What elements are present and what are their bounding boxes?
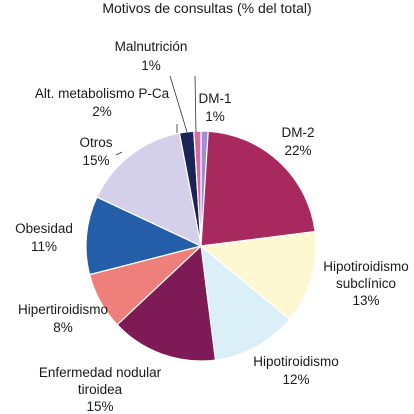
leader-line-malnutricion (169, 75, 188, 133)
label-hipotiroidismo-subclinico: Hipotiroidismo subclínico 13% (323, 259, 409, 308)
slice-label: Malnutrición (115, 39, 188, 54)
pie-slices (85, 130, 317, 362)
slice-label: DM-2 (282, 125, 315, 140)
label-dm2: DM-2 22% (282, 125, 315, 158)
slice-value: 15% (82, 153, 109, 168)
slice-label: Obesidad (15, 221, 73, 236)
pie-slice-enfermedad-nodular-tiroidea (116, 244, 217, 362)
leader-line-malnutricion-vert (194, 75, 197, 133)
pie-slice-dm-2 (200, 130, 316, 247)
pie-slice-hipotiroidismo (200, 244, 291, 361)
label-dm1: DM-1 1% (199, 91, 232, 124)
slice-value: 13% (352, 293, 379, 308)
slice-value: 22% (284, 143, 311, 158)
slice-label: Hipertiroidismo (18, 302, 108, 317)
slice-label: Hipotiroidismo (323, 259, 409, 274)
pie-slice-hipotiroidismo-subcl-nico (199, 230, 317, 321)
slice-value: 1% (205, 109, 225, 124)
slice-label: Enfermedad nodular (39, 365, 162, 380)
pie-slice-malnutrici-n (193, 130, 202, 247)
label-hipertiroidismo: Hipertiroidismo 8% (18, 302, 108, 335)
slice-label: tiroidea (78, 382, 123, 397)
slice-label: subclínico (336, 276, 396, 291)
slice-label: DM-1 (199, 91, 232, 106)
leader-lines (115, 75, 197, 156)
slice-value: 8% (53, 320, 73, 335)
chart-title: Motivos de consultas (% del total) (102, 0, 311, 16)
slice-label: Otros (79, 135, 112, 150)
pie-slice-obesidad (85, 196, 203, 276)
slice-value: 1% (141, 58, 161, 73)
label-enfermedad-nodular: Enfermedad nodular tiroidea 15% (39, 365, 162, 414)
label-obesidad: Obesidad 11% (15, 221, 73, 254)
label-otros: Otros 15% (79, 135, 112, 168)
label-hipotiroidismo: Hipotiroidismo 12% (253, 354, 339, 387)
slice-value: 12% (282, 372, 309, 387)
slice-label: Alt. metabolismo P-Ca (35, 86, 170, 101)
label-malnutricion: Malnutrición 1% (115, 39, 188, 73)
pie-slice-otros (96, 132, 202, 248)
slice-value: 11% (31, 239, 57, 254)
slice-value: 2% (92, 104, 112, 119)
slice-value: 15% (86, 399, 113, 414)
leader-line-otros (115, 151, 123, 156)
label-alt-metabolismo: Alt. metabolismo P-Ca 2% (35, 86, 170, 119)
slice-label: Hipotiroidismo (253, 354, 339, 369)
